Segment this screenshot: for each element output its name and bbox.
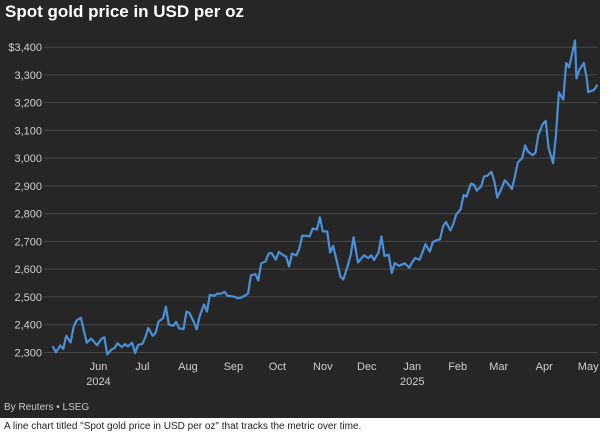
x-tick-year-label: 2024 [86, 376, 110, 388]
x-tick-label: Mar [489, 361, 508, 373]
chart-title: Spot gold price in USD per oz [5, 2, 244, 21]
x-tick-label: Jun [90, 361, 108, 373]
y-tick-label: 2,700 [14, 236, 42, 248]
y-tick-label: 3,000 [14, 153, 42, 165]
gridlines [44, 46, 597, 353]
series-layer [51, 39, 599, 356]
x-tick-label: Apr [536, 361, 553, 373]
x-tick-label: Jul [135, 361, 149, 373]
gold-price-line [51, 39, 599, 356]
x-tick-label: Nov [313, 361, 333, 373]
chart-card: Spot gold price in USD per oz $3,400 3,30… [0, 0, 600, 418]
x-axis-ticks: Jun 2024 Jul Aug Sep Oct Nov Dec Jan 2025 Feb Mar Ap… [86, 361, 599, 388]
y-tick-label: 3,100 [14, 125, 42, 137]
x-tick-label: Aug [178, 361, 198, 373]
y-axis-ticks: $3,400 3,300 3,200 3,100 3,000 2,900 2,800 2,70… [8, 42, 42, 359]
y-tick-label: 2,900 [14, 181, 42, 193]
y-tick-label: 3,200 [14, 98, 42, 110]
x-tick-label: Sep [224, 361, 244, 373]
y-tick-label: 2,500 [14, 292, 42, 304]
x-tick-label: Feb [448, 361, 467, 373]
chart-caption: A line chart titled "Spot gold price in … [4, 421, 362, 432]
line-chart: $3,400 3,300 3,200 3,100 3,000 2,900 2,800 2,70… [8, 39, 599, 388]
x-tick-label: Oct [269, 361, 286, 373]
y-tick-label: 2,300 [14, 347, 42, 359]
y-tick-label: 2,600 [14, 264, 42, 276]
y-tick-label: 2,800 [14, 209, 42, 221]
y-tick-label: 3,300 [14, 70, 42, 82]
y-tick-label: 2,400 [14, 320, 42, 332]
x-tick-label: Jan [403, 361, 421, 373]
y-tick-label: $3,400 [8, 42, 42, 54]
x-tick-label: May [578, 361, 599, 373]
x-tick-label: Dec [357, 361, 377, 373]
x-tick-year-label: 2025 [400, 376, 424, 388]
chart-source: By Reuters • LSEG [4, 402, 90, 413]
